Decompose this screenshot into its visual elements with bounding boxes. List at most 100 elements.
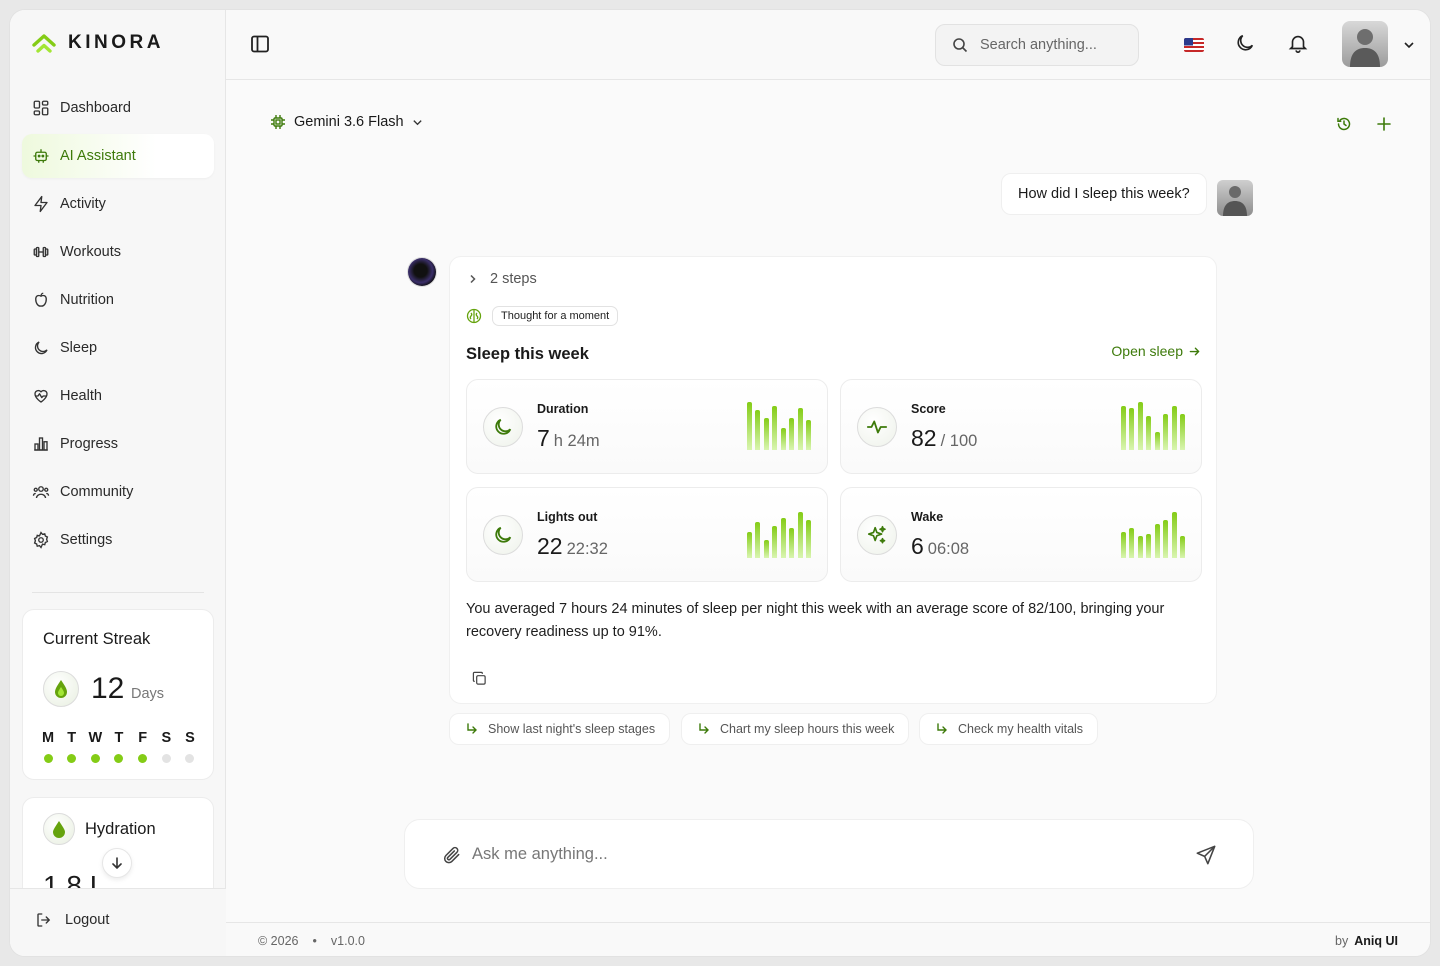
search-box[interactable]: Search anything... <box>935 24 1139 66</box>
footer-separator: • <box>312 934 317 948</box>
thought-indicator: Thought for a moment <box>466 306 619 326</box>
history-icon <box>1337 117 1351 131</box>
metric-sparkbars <box>1120 402 1185 450</box>
streak-day-label: S <box>161 730 172 746</box>
metric-label: Lights out <box>537 510 598 524</box>
streak-unit: Days <box>131 686 165 702</box>
thought-pill: Thought for a moment <box>492 306 619 326</box>
sparkbar <box>789 418 794 450</box>
sparkbar <box>1129 528 1134 558</box>
model-selector[interactable]: Gemini 3.6 Flash <box>270 114 423 130</box>
sidebar-item-community[interactable]: Community <box>22 470 214 514</box>
sparkbar <box>746 402 752 450</box>
metric-card-score[interactable]: Score 82/ 100 <box>840 379 1202 474</box>
sidebar-item-label: Settings <box>60 532 113 548</box>
sidebar-item-label: AI Assistant <box>60 148 136 164</box>
model-name: Gemini 3.6 Flash <box>294 114 404 130</box>
sparkbar <box>772 406 777 450</box>
user-message-avatar <box>1217 180 1253 216</box>
metric-number: 6 <box>911 533 924 559</box>
streak-day: S <box>183 730 197 763</box>
sidebar-nav: Dashboard AI Assistant Activity Workouts… <box>22 86 214 566</box>
new-chat-button[interactable] <box>1371 111 1397 137</box>
robot-icon <box>33 149 49 163</box>
metric-icon <box>857 407 897 447</box>
sidebar-item-dashboard[interactable]: Dashboard <box>22 86 214 130</box>
dashboard-icon <box>33 100 49 116</box>
app-frame: KINORA Dashboard AI Assistant Activity W… <box>9 9 1431 957</box>
hydration-title: Hydration <box>85 820 156 838</box>
bolt-icon <box>34 195 48 213</box>
chat-input[interactable]: Ask me anything... <box>472 845 608 863</box>
streak-day-label: S <box>185 730 195 746</box>
metric-unit: / 100 <box>940 432 978 450</box>
sidebar-toggle-button[interactable] <box>250 34 270 59</box>
user-avatar[interactable] <box>1342 21 1388 67</box>
assistant-avatar <box>408 258 436 286</box>
metric-unit: 06:08 <box>927 540 970 558</box>
streak-badge <box>43 671 79 707</box>
footer-author-link[interactable]: Aniq UI <box>1354 934 1398 948</box>
bell-icon <box>1288 35 1308 53</box>
open-sleep-link[interactable]: Open sleep <box>1111 343 1200 359</box>
corner-arrow-icon <box>699 723 709 734</box>
sidebar-item-workouts[interactable]: Workouts <box>22 230 214 274</box>
metric-value: 82/ 100 <box>911 425 977 452</box>
sparkbar <box>806 420 811 450</box>
brand-logo[interactable]: KINORA <box>32 32 164 54</box>
logout-label: Logout <box>65 912 110 928</box>
attach-button[interactable] <box>442 845 462 870</box>
logout-button[interactable]: Logout <box>35 911 109 929</box>
scroll-down-button[interactable] <box>102 848 132 878</box>
user-message: How did I sleep this week? <box>1001 173 1207 215</box>
sparkbar <box>806 520 811 558</box>
history-button[interactable] <box>1331 111 1357 137</box>
sidebar-item-health[interactable]: Health <box>22 374 214 418</box>
copy-button[interactable] <box>472 671 487 691</box>
brain-icon <box>466 308 482 324</box>
sidebar: KINORA Dashboard AI Assistant Activity W… <box>10 10 226 956</box>
send-button[interactable] <box>1195 844 1217 871</box>
footer-copyright: © 2026 <box>258 934 299 948</box>
metric-icon <box>483 515 523 555</box>
corner-arrow-icon <box>467 723 477 734</box>
sidebar-item-progress[interactable]: Progress <box>22 422 214 466</box>
notifications-button[interactable] <box>1287 32 1309 59</box>
sparkbar <box>1180 414 1185 450</box>
footer-by: by <box>1335 934 1349 948</box>
suggestion-chip[interactable]: Show last night's sleep stages <box>449 713 671 745</box>
account-menu-button[interactable] <box>1403 38 1415 56</box>
suggestion-chip[interactable]: Check my health vitals <box>919 713 1099 745</box>
footer-credit: by Aniq UI <box>1335 934 1398 948</box>
water-drop-icon <box>53 821 65 838</box>
theme-toggle-button[interactable] <box>1234 32 1256 59</box>
streak-day: T <box>65 730 79 763</box>
sidebar-item-activity[interactable]: Activity <box>22 182 214 226</box>
metric-unit: h 24m <box>553 432 600 450</box>
metric-card-lights-out[interactable]: Lights out 22 22:32 <box>466 487 828 582</box>
sparkbar <box>763 540 769 558</box>
metric-unit: 22:32 <box>566 540 608 558</box>
chip-icon <box>271 115 285 129</box>
language-flag-icon[interactable] <box>1184 38 1204 52</box>
logout-area: Logout <box>10 888 226 956</box>
sparkbar <box>1146 416 1151 450</box>
streak-dot-done <box>90 754 100 763</box>
streak-day-label: M <box>41 730 55 746</box>
sidebar-item-settings[interactable]: Settings <box>22 518 214 562</box>
footer-left: © 2026 • v1.0.0 <box>258 934 365 948</box>
card-title: Sleep this week <box>466 345 589 363</box>
steps-toggle[interactable]: 2 steps <box>468 271 537 287</box>
search-input[interactable]: Search anything... <box>980 37 1097 53</box>
sidebar-item-ai-assistant[interactable]: AI Assistant <box>22 134 214 178</box>
sparkbar <box>1154 432 1160 450</box>
sidebar-item-label: Activity <box>60 196 106 212</box>
metric-card-wake[interactable]: Wake 6 06:08 <box>840 487 1202 582</box>
logout-icon <box>37 913 51 927</box>
sidebar-item-label: Workouts <box>60 244 121 260</box>
sidebar-item-nutrition[interactable]: Nutrition <box>22 278 214 322</box>
streak-day: W <box>88 730 102 763</box>
sidebar-item-sleep[interactable]: Sleep <box>22 326 214 370</box>
suggestion-chip[interactable]: Chart my sleep hours this week <box>681 713 910 745</box>
